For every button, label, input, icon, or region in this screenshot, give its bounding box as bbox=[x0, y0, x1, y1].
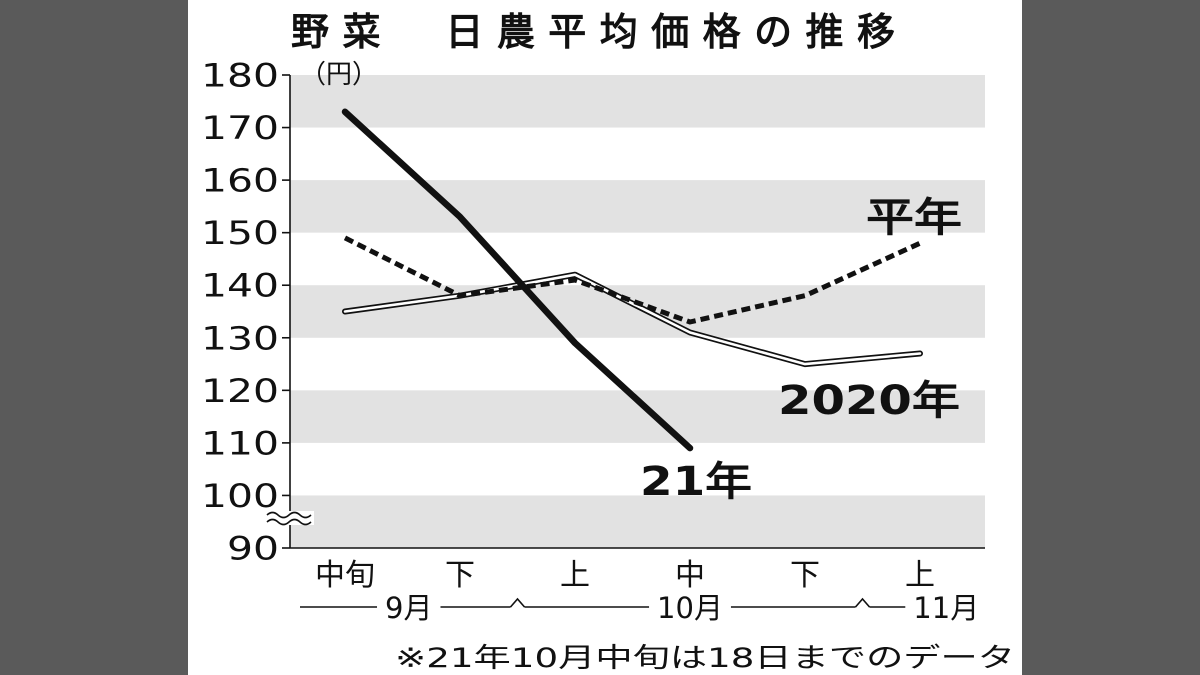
series-line-2021-stroke bbox=[341, 108, 694, 452]
grid-band bbox=[290, 285, 985, 338]
y-tick-label: 130 bbox=[201, 319, 279, 357]
x-tick-label: 中 bbox=[675, 558, 705, 593]
right-letterbox bbox=[1022, 0, 1200, 675]
series-line-normal-year-stroke bbox=[343, 235, 922, 325]
x-tick-label: 上 bbox=[905, 558, 935, 593]
x-tick-label: 上 bbox=[560, 558, 590, 593]
series-label-2020: 2020年 bbox=[778, 378, 960, 424]
y-ticks: 180 170 160 150 140 130 120 110 100 90 bbox=[201, 57, 290, 568]
series-line-normal-year bbox=[343, 235, 922, 325]
x-tick-label: 下 bbox=[790, 558, 820, 593]
break-wave bbox=[266, 518, 312, 526]
grid-band bbox=[290, 180, 985, 233]
month-label: 9月 bbox=[385, 591, 432, 625]
x-category-labels: 中旬 下 上 中 下 上 bbox=[315, 558, 935, 593]
month-axis: 9月 10月 11月 bbox=[300, 591, 979, 625]
grid-band bbox=[290, 495, 985, 548]
y-axis-unit: （円） bbox=[300, 60, 378, 90]
x-tick-label: 中旬 bbox=[315, 558, 375, 593]
month-separator-icon bbox=[509, 597, 526, 608]
y-tick-label: 90 bbox=[227, 530, 279, 568]
series-line-2020 bbox=[342, 271, 923, 368]
series-label-normal-year: 平年 bbox=[866, 195, 962, 241]
y-tick-label: 140 bbox=[201, 267, 279, 305]
grid-band bbox=[290, 75, 985, 128]
y-axis-break-icon bbox=[264, 511, 314, 526]
month-separator-icon bbox=[854, 597, 871, 608]
series-label-2021: 21年 bbox=[640, 459, 752, 505]
y-tick-label: 120 bbox=[201, 372, 279, 410]
y-tick-label: 150 bbox=[201, 214, 279, 252]
y-tick-label: 170 bbox=[201, 109, 279, 147]
plot-bands bbox=[290, 75, 985, 548]
y-tick-label: 180 bbox=[201, 57, 279, 95]
chart-title: 野菜 日農平均価格の推移 bbox=[291, 10, 895, 54]
y-tick-label: 110 bbox=[201, 424, 279, 462]
series-line-2020-core bbox=[343, 273, 922, 366]
break-wave bbox=[266, 511, 312, 519]
x-tick-label: 下 bbox=[445, 558, 475, 593]
month-label: 10月 bbox=[657, 591, 723, 625]
month-label: 11月 bbox=[913, 591, 979, 625]
left-letterbox bbox=[0, 0, 188, 675]
series-lines bbox=[341, 108, 923, 452]
footnote: ※21年10月中旬は18日までのデータ bbox=[395, 643, 1015, 674]
series-line-2021 bbox=[341, 108, 694, 452]
y-tick-label: 100 bbox=[201, 477, 279, 515]
y-tick-label: 160 bbox=[201, 162, 279, 200]
series-labels: 21年 平年 2020年 bbox=[640, 195, 962, 505]
